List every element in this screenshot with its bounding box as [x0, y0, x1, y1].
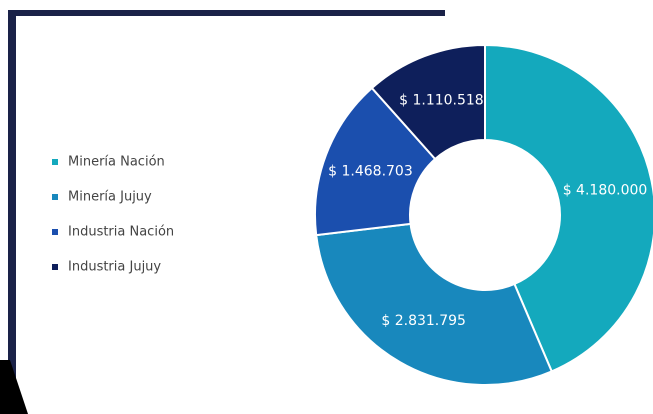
legend-swatch: [52, 194, 58, 200]
value-label: $ 1.110.518: [399, 93, 484, 109]
legend-label: Minería Nación: [68, 155, 165, 170]
legend-swatch: [52, 159, 58, 165]
corner-shape: [0, 360, 28, 414]
legend-label: Industria Jujuy: [68, 260, 161, 275]
donut-segment: [370, 43, 486, 161]
legend-swatch: [52, 229, 58, 235]
frame-top: [10, 10, 445, 16]
value-label: $ 2.831.795: [381, 313, 466, 329]
frame-left: [8, 10, 16, 414]
legend-label: Minería Jujuy: [68, 190, 152, 205]
donut-segment: [315, 222, 554, 386]
value-label: $ 1.468.703: [328, 164, 413, 180]
legend-label: Industria Nación: [68, 225, 174, 240]
legend-swatch: [52, 264, 58, 270]
value-label: $ 4.180.000: [563, 182, 648, 198]
donut-segment: [314, 86, 437, 237]
donut-segment: [484, 43, 653, 373]
